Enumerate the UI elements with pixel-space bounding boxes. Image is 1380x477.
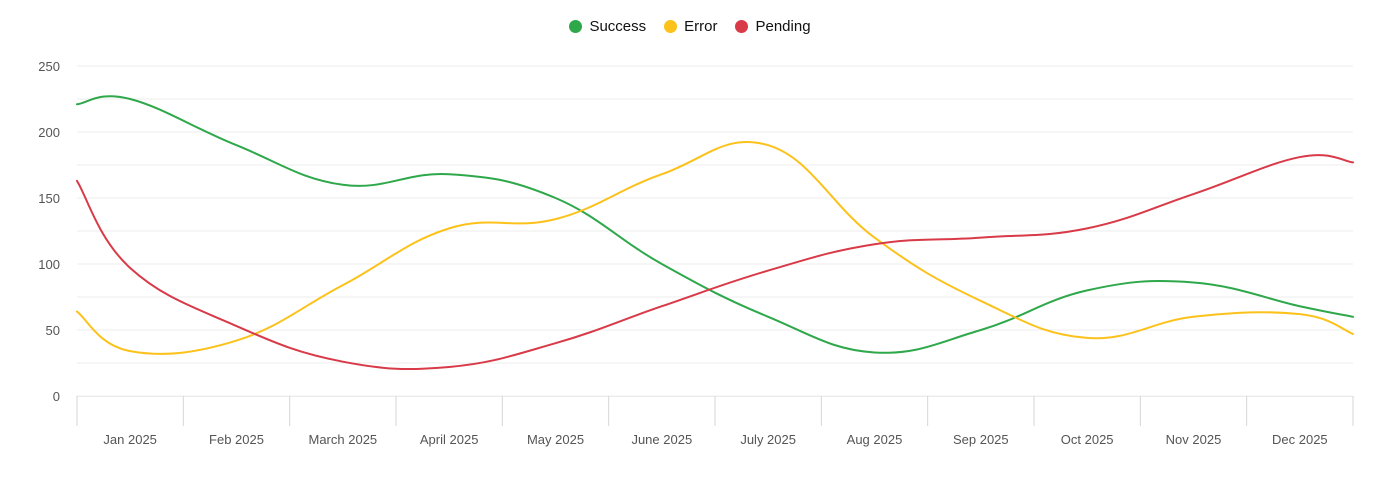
y-tick-label: 200 xyxy=(38,125,60,140)
x-tick-label: April 2025 xyxy=(420,432,479,447)
legend-item-error[interactable]: Error xyxy=(664,18,717,35)
x-tick-label: Feb 2025 xyxy=(209,432,264,447)
x-tick-label: March 2025 xyxy=(309,432,378,447)
x-axis-labels: Jan 2025 Feb 2025 March 2025 April 2025 May … xyxy=(103,432,1327,447)
x-tick-label: May 2025 xyxy=(527,432,584,447)
series-line-pending xyxy=(76,154,1354,371)
legend-dot-pending xyxy=(735,20,749,33)
x-tick-label: Aug 2025 xyxy=(847,432,903,447)
x-tick-label: Nov 2025 xyxy=(1166,432,1222,447)
x-tick-label: June 2025 xyxy=(631,432,692,447)
legend-dot-success xyxy=(569,20,583,33)
series-line-error xyxy=(76,140,1354,355)
y-axis-labels: 0 50 100 150 200 250 xyxy=(38,59,60,404)
x-tick-label: Dec 2025 xyxy=(1272,432,1328,447)
x-axis xyxy=(76,396,1354,426)
legend-label-pending: Pending xyxy=(755,18,811,35)
y-tick-label: 250 xyxy=(38,59,60,74)
y-tick-label: 50 xyxy=(46,323,60,338)
legend-item-pending[interactable]: Pending xyxy=(735,18,811,35)
x-tick-label: Sep 2025 xyxy=(953,432,1009,447)
legend: Success Error Pending xyxy=(0,18,1380,35)
x-tick-label: July 2025 xyxy=(740,432,796,447)
y-tick-label: 150 xyxy=(38,191,60,206)
y-tick-label: 100 xyxy=(38,257,60,272)
series-line-success xyxy=(76,95,1354,354)
grid-lines xyxy=(77,65,1353,397)
x-tick-label: Oct 2025 xyxy=(1061,432,1114,447)
series-lines xyxy=(76,95,1354,371)
legend-dot-error xyxy=(664,20,678,33)
y-tick-label: 0 xyxy=(53,389,60,404)
legend-label-error: Error xyxy=(684,18,718,35)
legend-item-success[interactable]: Success xyxy=(569,18,646,35)
legend-label-success: Success xyxy=(589,18,647,35)
x-tick-label: Jan 2025 xyxy=(103,432,157,447)
